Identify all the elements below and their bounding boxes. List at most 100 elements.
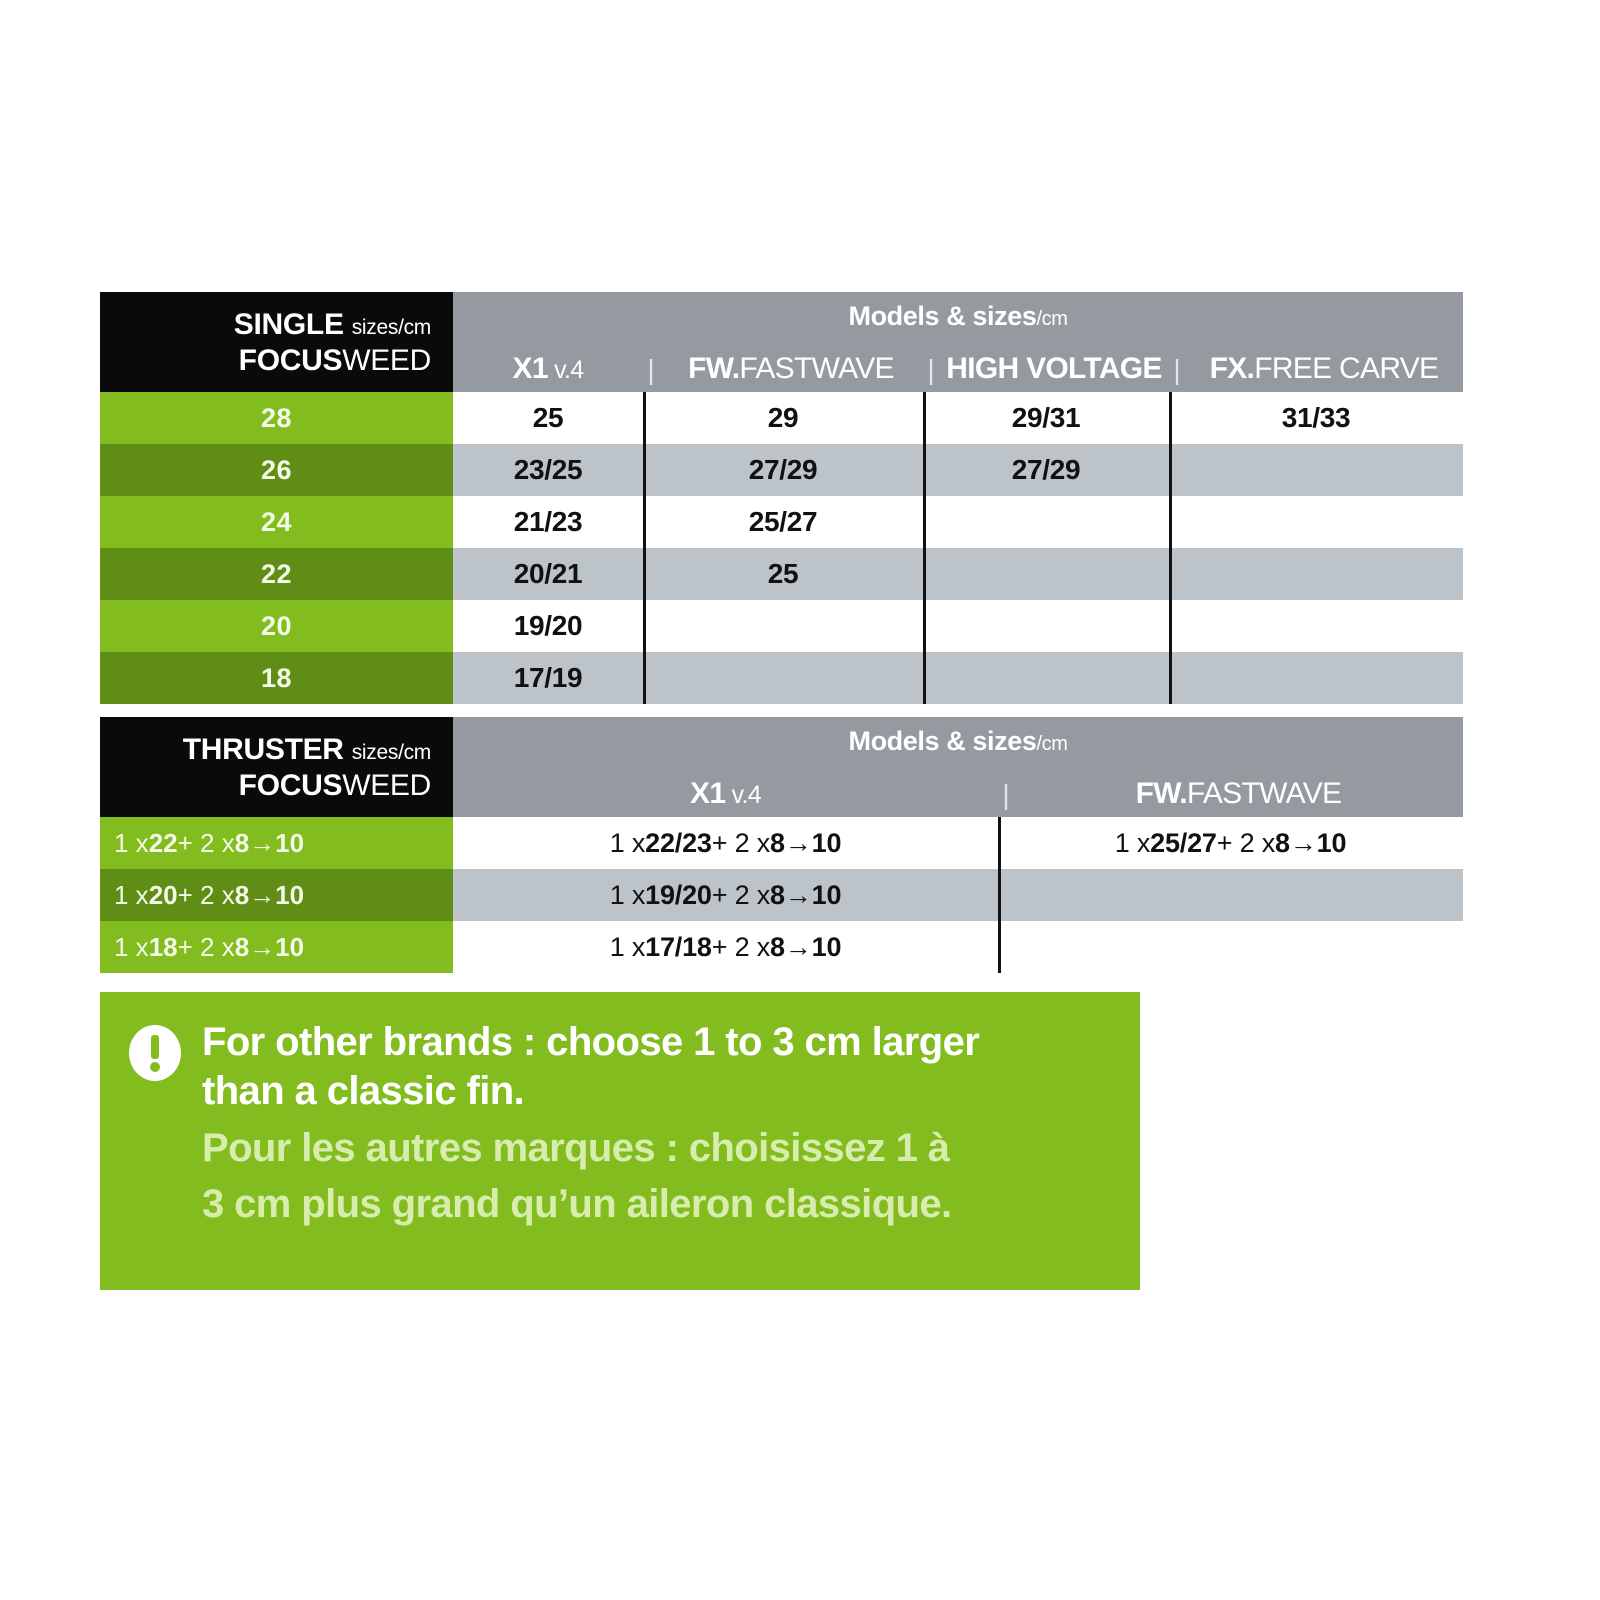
single-data-cell: 27/29: [1011, 454, 1081, 485]
column-header-pre: FW.: [1135, 777, 1188, 810]
thruster-data-rows: 1 x 22/23 + 2 x 8→10 1 x 25/27 + 2 x 8→10…: [453, 817, 1463, 973]
column-header-pre: FW.: [688, 352, 740, 385]
thruster-title-unit: sizes/cm: [351, 741, 432, 764]
notice-box: For other brands : choose 1 to 3 cm larg…: [100, 992, 1140, 1290]
single-size-cell: 18: [100, 652, 453, 704]
single-title-unit: sizes/cm: [351, 316, 432, 339]
thruster-models-title-unit: /cm: [1036, 733, 1068, 755]
column-divider: [643, 392, 646, 704]
single-data-cell: 19/20: [513, 610, 583, 641]
thruster-data-cell: 1 x 25/27 + 2 x 8→10: [1114, 827, 1347, 858]
column-divider: [1169, 392, 1172, 704]
column-header-version: v.4: [547, 356, 584, 384]
table-row: 19/20: [453, 600, 1463, 652]
thruster-brand-light: WEED: [342, 769, 431, 802]
single-size-cell: 28: [100, 392, 453, 444]
single-title-bold: SINGLE: [233, 308, 344, 341]
thruster-fin-size-table: THRUSTER sizes/cm FOCUSWEED 1 x 22 + 2 x…: [100, 717, 1463, 973]
column-divider: [998, 817, 1001, 973]
single-data-cell: 27/29: [748, 454, 818, 485]
notice-french-line2: 3 cm plus grand qu’un aileron classique.: [202, 1182, 952, 1227]
single-models-title-text: Models & sizes: [848, 301, 1037, 331]
notice-english-line1: For other brands : choose 1 to 3 cm larg…: [202, 1020, 980, 1064]
column-separator: |: [1002, 779, 1010, 810]
notice-french-line1: Pour les autres marques : choisissez 1 à: [202, 1125, 950, 1170]
thruster-brand-bold: FOCUS: [238, 769, 343, 802]
column-header-version: v.4: [725, 781, 762, 809]
table-row: 21/23 25/27: [453, 496, 1463, 548]
table-row: 1 x 19/20 + 2 x 8→10: [453, 869, 1463, 921]
column-separator: |: [1173, 354, 1181, 385]
single-data-rows: 25 29 29/31 31/33 23/25 27/29 27/29 21/23 25/27 2…: [453, 392, 1463, 704]
thruster-column-header: X1 v.4: [453, 777, 998, 811]
column-divider: [923, 392, 926, 704]
notice-text-block: For other brands : choose 1 to 3 cm larg…: [188, 1018, 1110, 1262]
thruster-models-title-text: Models & sizes: [848, 726, 1037, 756]
thruster-size-cell: 1 x 22 + 2 x 8→10: [100, 817, 453, 869]
thruster-left-panel: THRUSTER sizes/cm FOCUSWEED 1 x 22 + 2 x…: [100, 717, 453, 973]
table-row: 1 x 22/23 + 2 x 8→10 1 x 25/27 + 2 x 8→10: [453, 817, 1463, 869]
single-data-cell: 31/33: [1281, 402, 1351, 433]
thruster-title-line1: THRUSTER sizes/cm: [182, 733, 432, 766]
single-data-cell: 29/31: [1011, 402, 1081, 433]
single-column-header: HIGH VOLTAGE: [939, 352, 1169, 386]
single-column-headers: X1 v.4 | FW.FASTWAVE | HIGH VOLTAGE | FX.FREE …: [453, 352, 1463, 386]
thruster-brand-line: FOCUSWEED: [238, 769, 432, 802]
single-right-panel: Models & sizes/cm X1 v.4 | FW.FASTWAVE | HIG…: [453, 292, 1463, 704]
table-row: 20/21 25: [453, 548, 1463, 600]
single-column-dividers: [453, 392, 1463, 704]
thruster-size-cell: 1 x 20 + 2 x 8→10: [100, 869, 453, 921]
single-left-panel: SINGLE sizes/cm FOCUSWEED 28 26 24 22 20 18: [100, 292, 453, 704]
column-separator: |: [647, 354, 655, 385]
single-title-cell: SINGLE sizes/cm FOCUSWEED: [100, 292, 453, 392]
single-brand-light: WEED: [342, 344, 431, 377]
single-brand-bold: FOCUS: [238, 344, 343, 377]
thruster-title-bold: THRUSTER: [182, 733, 344, 766]
single-column-header: FX.FREE CARVE: [1185, 352, 1463, 386]
thruster-column-dividers: [453, 817, 1463, 973]
thruster-size-column: 1 x 22 + 2 x 8→10 1 x 20 + 2 x 8→10 1 x 18…: [100, 817, 453, 973]
column-header-pre: X1: [512, 352, 549, 385]
thruster-models-title: Models & sizes/cm: [453, 726, 1463, 757]
single-models-header: Models & sizes/cm X1 v.4 | FW.FASTWAVE | HIG…: [453, 292, 1463, 392]
single-data-cell: 25/27: [748, 506, 818, 537]
column-header-pre: HIGH VOLTAGE: [946, 352, 1162, 385]
thruster-data-cell: 1 x 19/20 + 2 x 8→10: [609, 879, 842, 910]
single-title-line1: SINGLE sizes/cm: [233, 308, 432, 341]
single-data-cell: 29: [767, 402, 799, 433]
notice-english-line2: than a classic fin.: [202, 1068, 525, 1113]
column-header-pre: FX.: [1209, 352, 1255, 385]
thruster-column-headers: X1 v.4 | FW.FASTWAVE: [453, 777, 1463, 811]
single-column-header: FW.FASTWAVE: [659, 352, 923, 386]
column-header-post: FREE CARVE: [1254, 352, 1439, 385]
thruster-models-header: Models & sizes/cm X1 v.4 | FW.FASTWAVE: [453, 717, 1463, 817]
column-header-pre: X1: [690, 777, 726, 810]
column-header-post: FASTWAVE: [739, 352, 894, 385]
single-data-cell: 25: [767, 558, 799, 589]
thruster-title-cell: THRUSTER sizes/cm FOCUSWEED: [100, 717, 453, 817]
single-data-cell: 21/23: [513, 506, 583, 537]
single-column-header: X1 v.4: [453, 352, 643, 386]
single-data-cell: 25: [532, 402, 564, 433]
single-data-cell: 17/19: [513, 662, 583, 693]
single-size-cell: 20: [100, 600, 453, 652]
single-fin-size-table: SINGLE sizes/cm FOCUSWEED 28 26 24 22 20 18 M…: [100, 292, 1463, 704]
single-brand-line: FOCUSWEED: [238, 344, 432, 377]
single-data-cell: 23/25: [513, 454, 583, 485]
single-size-cell: 22: [100, 548, 453, 600]
single-size-column: 28 26 24 22 20 18: [100, 392, 453, 704]
thruster-column-header: FW.FASTWAVE: [1014, 777, 1463, 811]
single-size-cell: 24: [100, 496, 453, 548]
table-row: 23/25 27/29 27/29: [453, 444, 1463, 496]
thruster-right-panel: Models & sizes/cm X1 v.4 | FW.FASTWAVE 1 x…: [453, 717, 1463, 973]
single-models-title-unit: /cm: [1036, 308, 1068, 330]
thruster-data-cell: 1 x 22/23 + 2 x 8→10: [609, 827, 842, 858]
table-row: 1 x 17/18 + 2 x 8→10: [453, 921, 1463, 973]
table-row: 17/19: [453, 652, 1463, 704]
column-separator: |: [927, 354, 935, 385]
exclamation-circle-icon: [126, 1018, 188, 1262]
single-models-title: Models & sizes/cm: [453, 301, 1463, 332]
thruster-data-cell: 1 x 17/18 + 2 x 8→10: [609, 931, 842, 962]
thruster-size-cell: 1 x 18 + 2 x 8→10: [100, 921, 453, 973]
